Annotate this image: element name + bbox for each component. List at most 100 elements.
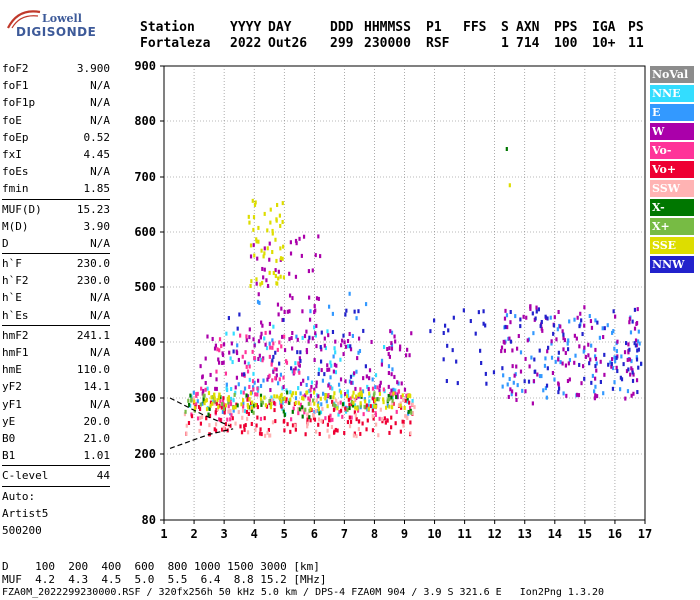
echo-point-e (259, 383, 263, 388)
echo-point-ssw (199, 415, 202, 420)
echo-point-nnw (349, 374, 353, 379)
echo-point-sse (213, 392, 216, 397)
echo-point-w (502, 339, 505, 344)
echo-point-e (229, 411, 232, 416)
echo-point-e (601, 326, 604, 331)
echo-point-sse (355, 394, 358, 399)
header-labels-5: P1 (426, 20, 442, 35)
echo-point-e (609, 360, 612, 365)
echo-point-nnw (546, 316, 549, 321)
echo-point-w (237, 357, 240, 362)
echo-point-vo (274, 419, 277, 424)
echo-point-x (395, 395, 398, 400)
echo-point-ssw (227, 409, 231, 414)
echo-point-vo (240, 430, 244, 435)
echo-point-e (387, 364, 391, 369)
echo-point-vo (290, 417, 293, 422)
echo-point-w (276, 302, 280, 307)
echo-point-w (509, 387, 512, 392)
echo-point-nnw (331, 329, 335, 334)
echo-point-nne (294, 361, 297, 366)
param-row-foe: foE N/A (2, 112, 110, 129)
param-name: foF1 (2, 79, 29, 93)
echo-point-nne (340, 393, 343, 398)
echo-point-w (624, 396, 627, 401)
header-labels-9: PPS (554, 20, 578, 35)
echo-point-nnw (474, 331, 477, 336)
echo-point-sse (266, 246, 269, 251)
echo-point-e (317, 401, 320, 406)
echo-point-vo (267, 427, 270, 432)
echo-point-nnw (364, 364, 367, 369)
echo-point-sse (205, 398, 208, 403)
echo-point-sse (278, 213, 282, 218)
echo-point-vo (271, 345, 274, 350)
header-values-7: 1 (501, 36, 509, 51)
echo-point-vo (306, 417, 309, 422)
echo-point-w (274, 268, 277, 273)
echo-point-sse (203, 401, 206, 406)
param-name: yF1 (2, 397, 22, 411)
echo-point-sse (274, 237, 277, 242)
echo-point-w (503, 316, 507, 321)
echo-point-vo (205, 416, 208, 421)
auto-line-0: Auto: (2, 489, 36, 503)
echo-point-vo (344, 406, 347, 411)
echo-point-nnw (583, 376, 586, 381)
echo-point-e (351, 380, 354, 385)
echo-point-vo (383, 416, 386, 421)
echo-point-sse (358, 391, 361, 396)
echo-point-nnw (637, 347, 640, 352)
echo-point-nne (366, 384, 369, 389)
echo-point-ssw (413, 405, 416, 410)
echo-point-vo (308, 398, 311, 403)
echo-point-w (532, 379, 536, 384)
echo-point-ssw (354, 413, 357, 418)
param-row-he: h`E N/A (2, 289, 110, 306)
echo-point-sse (282, 275, 286, 280)
header-values-9: 100 (554, 36, 578, 51)
echo-point-x (301, 414, 304, 419)
echo-point-ssw (266, 430, 269, 435)
echo-point-w (302, 234, 306, 239)
echo-point-x (261, 400, 264, 405)
echo-point-vo (408, 405, 412, 410)
echo-point-nnw (523, 379, 526, 384)
echo-point-nne (333, 346, 336, 351)
echo-point-nnw (610, 361, 613, 366)
echo-point-nne (368, 393, 371, 398)
echo-point-x (350, 399, 353, 404)
echo-point-vo (246, 369, 250, 374)
echo-point-nnw (519, 317, 522, 322)
echo-point-nnw (469, 319, 472, 324)
param-row-hf: h`F 230.0 (2, 255, 110, 272)
echo-point-vo (356, 408, 360, 413)
echo-point-w (561, 329, 564, 334)
echo-point-vo (294, 427, 297, 432)
echo-point-sse (357, 392, 360, 397)
echo-point-vo (285, 359, 288, 364)
echo-point-nnw (552, 323, 556, 328)
echo-point-vo (359, 431, 362, 436)
echo-point-w (327, 333, 330, 338)
echo-point-w (517, 334, 520, 339)
echo-point-sse (241, 398, 245, 403)
echo-point-sse (193, 399, 196, 404)
param-name: fmin (2, 182, 29, 196)
echo-point-vo (365, 403, 368, 408)
echo-point-sse (247, 214, 250, 219)
echo-point-sse (250, 405, 254, 410)
echo-point-vo (224, 422, 227, 427)
echo-point-nnw (429, 329, 432, 334)
echo-point-vo (282, 334, 286, 339)
echo-point-e (271, 338, 274, 343)
echo-point-w (611, 357, 614, 362)
echo-point-vo (336, 428, 339, 433)
echo-point-vo (382, 387, 385, 392)
echo-point-nnw (357, 309, 360, 314)
echo-point-w (610, 364, 613, 369)
y-tick-label: 600 (134, 225, 156, 239)
echo-point-w (577, 393, 581, 398)
param-value: 3.900 (76, 62, 110, 75)
echo-point-sse (359, 401, 362, 406)
